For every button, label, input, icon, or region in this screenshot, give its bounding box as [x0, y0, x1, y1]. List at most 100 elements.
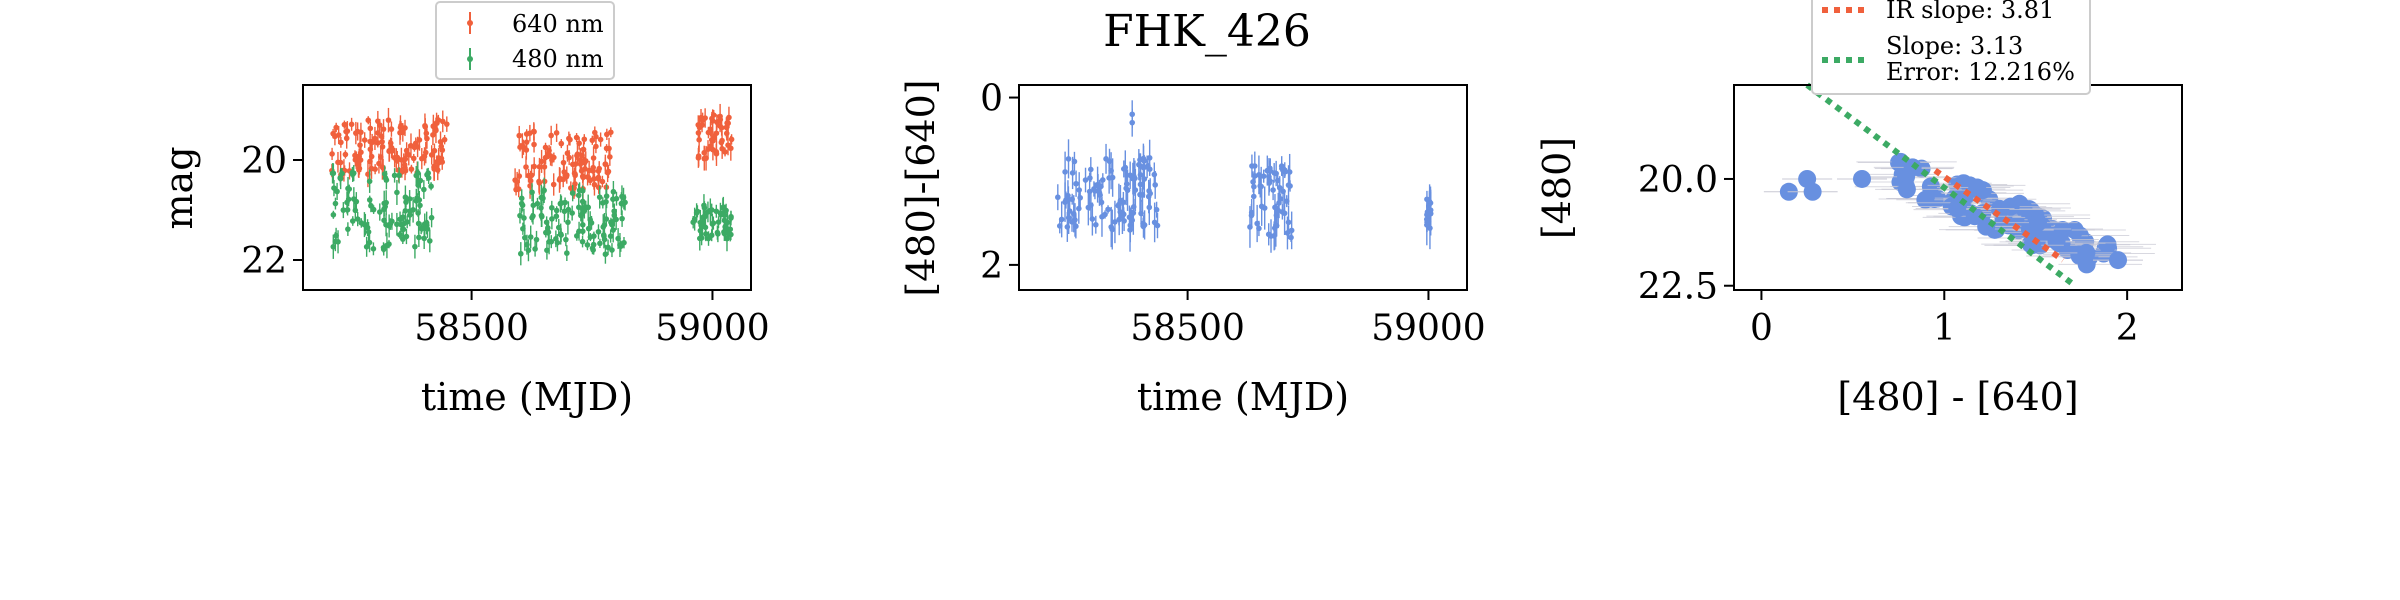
lightcurve-data-point [553, 236, 559, 242]
lightcurve-data-point [428, 214, 435, 221]
lightcurve-data-point [415, 220, 422, 227]
cmd-ticks: 0 1 2 20.0 22.5 [1638, 160, 2139, 349]
color-curve-marks [1055, 100, 1434, 253]
color_curve-data-point [1115, 202, 1122, 209]
lightcurve-data-point [582, 204, 589, 210]
color_curve-data-point [1056, 223, 1063, 229]
lightcurve-data-point [695, 155, 702, 161]
lightcurve-data-point [589, 137, 596, 144]
lightcurve-data-point [380, 126, 387, 132]
legend-slope-label: Slope: 3.13 [1886, 32, 2023, 60]
lightcurve-data-point [431, 163, 437, 170]
lightcurve-data-point [572, 181, 578, 187]
lightcurve-data-point [540, 188, 547, 194]
lightcurve-data-point [525, 247, 532, 254]
lightcurve-data-point [386, 223, 392, 229]
lightcurve-data-point [610, 188, 617, 195]
lightcurve-data-point [705, 129, 712, 136]
lightcurve-data-point [332, 200, 339, 207]
lightcurve-data-point [381, 171, 388, 177]
lightcurve-data-point [357, 142, 363, 148]
lightcurve-data-point [353, 130, 359, 136]
lightcurve-data-point [430, 132, 436, 138]
lightcurve-data-point [609, 247, 615, 253]
color-curve-xlabel: time (MJD) [1137, 375, 1349, 419]
lightcurve-data-point [368, 202, 374, 209]
lightcurve-data-point [366, 197, 373, 203]
legend-640-marker [467, 20, 473, 26]
color_curve-data-point [1138, 210, 1144, 217]
lightcurve-data-point [549, 204, 555, 211]
color_curve-data-point [1424, 196, 1430, 203]
lightcurve-data-point [402, 207, 409, 214]
lightcurve-data-point [590, 241, 597, 248]
color_curve-data-point [1278, 163, 1285, 169]
lightcurve-data-point [562, 199, 568, 206]
lightcurve-data-point [563, 173, 570, 180]
lightcurve-data-point [367, 125, 374, 132]
lightcurve-data-point [701, 155, 708, 162]
lightcurve-data-point [575, 192, 582, 199]
lightcurve-data-point [699, 117, 706, 124]
cmd-data-point [1968, 178, 1987, 197]
lightcurve-data-point [544, 247, 550, 254]
color_curve-data-point [1073, 180, 1079, 187]
lightcurve-data-point [422, 122, 428, 129]
lightcurve-data-point [344, 207, 351, 213]
color_curve-data-point [1105, 206, 1111, 213]
lightcurve-data-point [576, 140, 582, 147]
lightcurve-data-point [605, 244, 611, 251]
color_curve-data-point [1055, 194, 1061, 201]
color_curve-data-point [1284, 230, 1291, 236]
color_curve-data-point [1154, 222, 1161, 229]
lightcurve-data-point [421, 235, 427, 242]
lightcurve-data-point [343, 135, 350, 142]
color_curve-data-point [1256, 172, 1262, 178]
lightcurve-data-point [696, 137, 702, 143]
lightcurve-data-point [595, 168, 602, 174]
lightcurve-data-point [707, 143, 714, 150]
lightcurve-data-point [379, 138, 385, 145]
figure-title: FHK_426 [1103, 6, 1311, 57]
lightcurve-data-point [386, 148, 392, 155]
color_curve-data-point [1065, 156, 1072, 162]
panel-color-magnitude: 0 1 2 20.0 22.5 [480] - [640] [480] IR slope… [1535, 0, 2183, 419]
lightcurve-data-point [331, 185, 337, 191]
lightcurve-data-point [401, 161, 408, 168]
color_curve-data-point [1273, 212, 1280, 219]
cmd-data-point [2047, 232, 2066, 251]
lightcurve-data-point [376, 160, 382, 167]
color_curve-data-point [1123, 185, 1129, 192]
color_curve-data-point [1276, 200, 1282, 206]
lightcurve-data-point [410, 206, 416, 213]
x-tick-label: 2 [2116, 308, 2139, 349]
lightcurve-data-point [578, 168, 585, 174]
lightcurve-data-point [382, 203, 388, 210]
lightcurve-data-point [370, 206, 377, 213]
lightcurve-data-point [332, 133, 338, 140]
lightcurve-data-point [408, 166, 415, 172]
lightcurve-data-point [710, 220, 717, 226]
y-tick-label: 20 [241, 141, 287, 182]
color_curve-data-point [1274, 177, 1281, 184]
y-tick-label: 0 [980, 79, 1003, 120]
lightcurve-data-point [557, 231, 564, 237]
lightcurve-data-point [553, 213, 560, 220]
lightcurve-frame [302, 84, 752, 291]
lightcurve-data-point [576, 228, 582, 235]
color_curve-data-point [1427, 208, 1433, 214]
y-tick-label: 20.0 [1638, 160, 1718, 201]
color_curve-data-point [1266, 174, 1272, 180]
lightcurve-data-point [586, 167, 592, 174]
lightcurve-data-point [602, 161, 609, 168]
color-curve-ticks: 58500 59000 0 2 [980, 79, 1486, 349]
lightcurve-data-point [601, 236, 608, 243]
color_curve-data-point [1146, 204, 1153, 211]
cmd-ylabel: [480] [1535, 137, 1579, 239]
lightcurve-data-point [441, 136, 448, 143]
lightcurve-data-point [427, 238, 433, 244]
lightcurve-data-point [406, 196, 413, 202]
legend-480-marker [467, 56, 473, 62]
lightcurve-data-point [338, 139, 344, 146]
lightcurve-data-point [396, 172, 402, 179]
